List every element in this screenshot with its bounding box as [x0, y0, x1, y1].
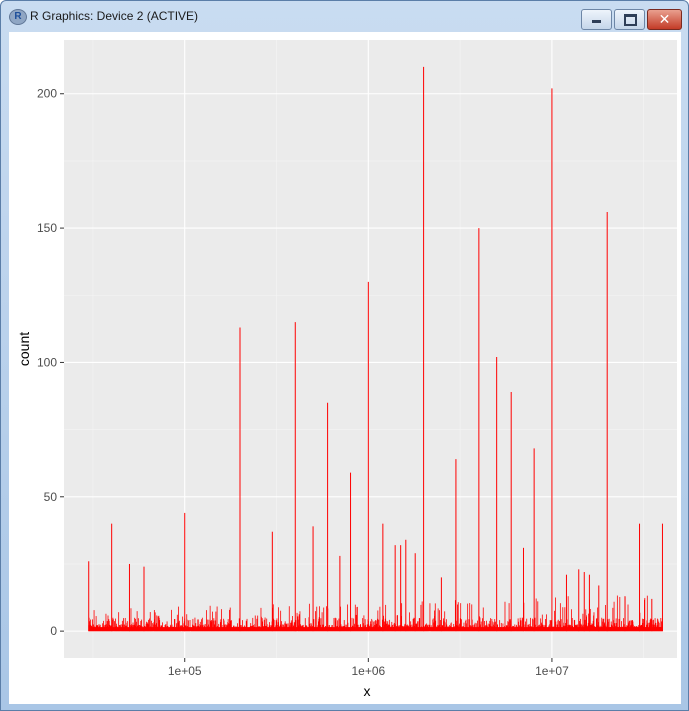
title-bar[interactable]: R R Graphics: Device 2 (ACTIVE) ✕	[1, 1, 688, 31]
y-tick-label: 100	[37, 355, 57, 369]
y-tick-label: 0	[50, 624, 57, 638]
maximize-button[interactable]	[614, 9, 645, 30]
panel-background	[64, 40, 677, 658]
y-tick-label: 200	[37, 87, 57, 101]
plot-area: 0 50 100 150 200 1e+05 1e+06 1e+07 x count	[9, 32, 681, 704]
maximize-icon	[624, 14, 637, 26]
y-tick-label: 50	[44, 490, 58, 504]
x-axis: 1e+05 1e+06 1e+07	[168, 658, 569, 678]
r-logo-icon: R	[9, 9, 27, 25]
x-tick-label: 1e+05	[168, 664, 202, 678]
window-title: R Graphics: Device 2 (ACTIVE)	[30, 9, 199, 23]
baseline-bars	[88, 627, 663, 632]
y-axis: 0 50 100 150 200	[37, 87, 64, 638]
close-button[interactable]: ✕	[647, 9, 682, 30]
x-axis-label: x	[364, 683, 371, 699]
x-tick-label: 1e+07	[535, 664, 569, 678]
y-axis-label: count	[16, 332, 32, 366]
minimize-button[interactable]	[581, 9, 612, 30]
histogram-chart: 0 50 100 150 200 1e+05 1e+06 1e+07 x count	[16, 40, 677, 699]
y-tick-label: 150	[37, 221, 57, 235]
minimize-icon	[592, 20, 601, 23]
x-tick-label: 1e+06	[351, 664, 385, 678]
close-icon: ✕	[658, 11, 671, 27]
bars	[88, 66, 663, 632]
